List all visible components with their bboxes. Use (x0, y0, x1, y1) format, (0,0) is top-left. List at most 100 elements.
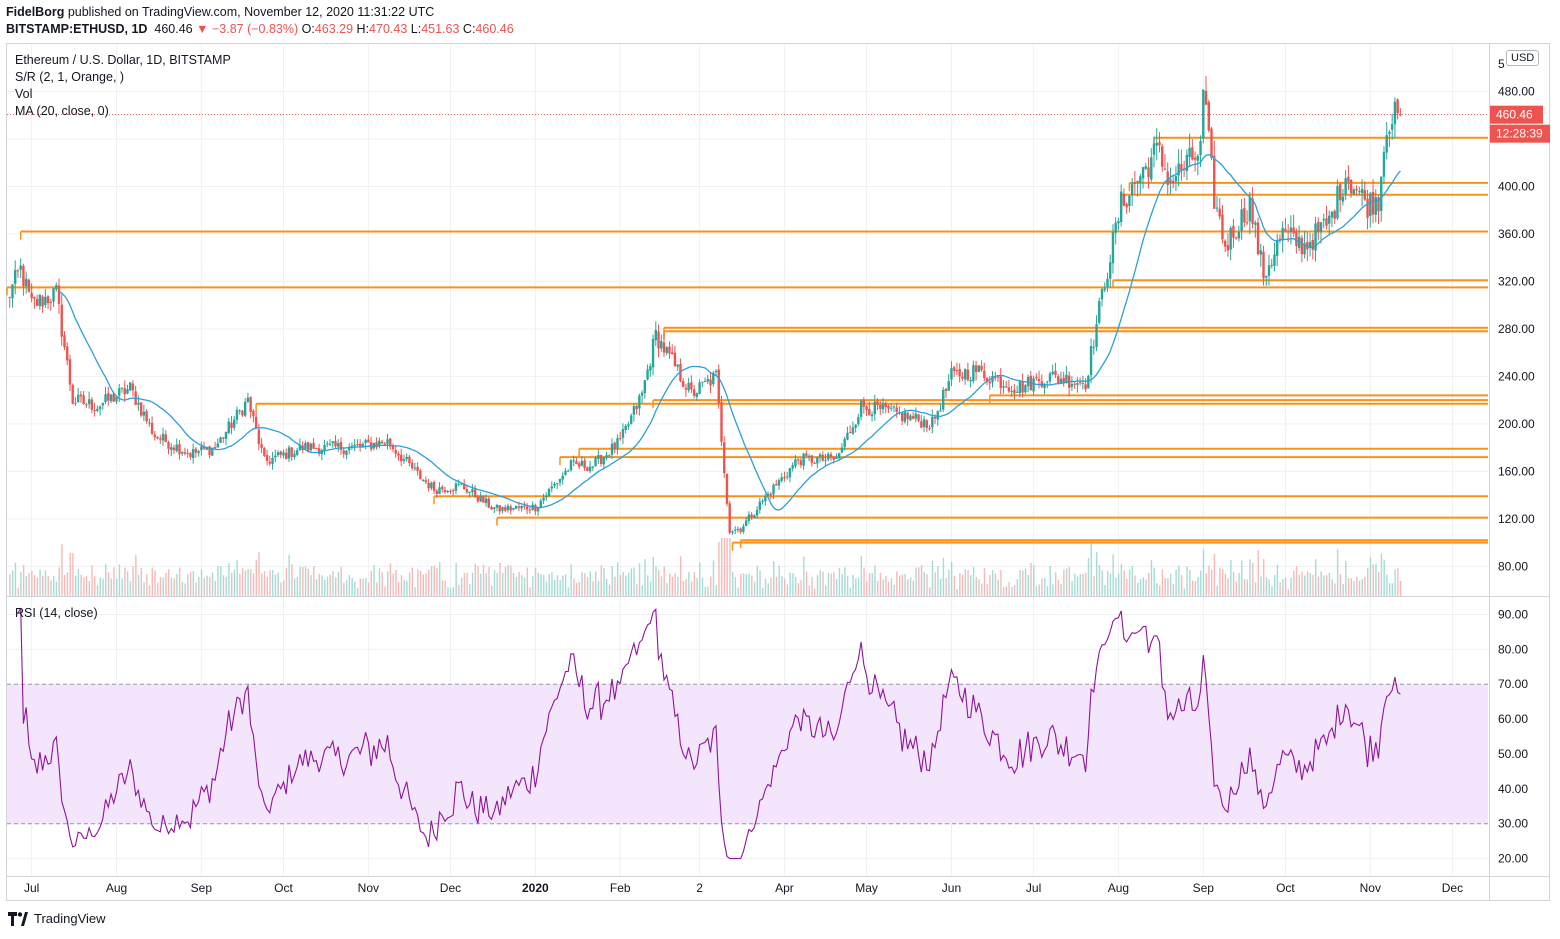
volume-bar (1345, 560, 1347, 596)
volume-bar (85, 576, 88, 596)
candle-body (1344, 178, 1347, 195)
candle-body (775, 484, 778, 486)
volume-bar (28, 573, 30, 596)
volume-bar (491, 585, 493, 596)
candle-body (1243, 208, 1246, 223)
time-tick-label: Aug (1108, 881, 1129, 895)
legend-vol[interactable]: Vol (15, 87, 33, 101)
volume-bar (907, 579, 909, 596)
candle-body (1267, 265, 1271, 276)
volume-bar (866, 581, 868, 596)
candle-body (90, 399, 94, 410)
candle-body (1380, 176, 1383, 211)
candle-body (241, 410, 244, 416)
candle-body (755, 510, 759, 516)
candle-body (181, 452, 184, 454)
candle-body (27, 279, 31, 292)
close-label: C: (462, 22, 476, 36)
candle-body (465, 489, 469, 493)
candle-body (1117, 221, 1120, 224)
volume-bar (715, 584, 717, 596)
legend-title[interactable]: Ethereum / U.S. Dollar, 1D, BITSTAMP (15, 53, 231, 67)
volume-bar (296, 576, 299, 596)
rsi-tick-label: 80.00 (1498, 642, 1528, 656)
volume-bar (614, 576, 616, 596)
volume-bar (986, 584, 988, 596)
candle-body (558, 478, 562, 483)
volume-bar (324, 579, 326, 596)
volume-bar (1183, 588, 1186, 596)
candle-body (484, 498, 488, 504)
volume-bar (439, 562, 441, 596)
volume-bar (797, 583, 800, 596)
candle-body (347, 447, 351, 451)
candle-body (435, 490, 438, 494)
candle-body (909, 415, 912, 421)
price-tick-label: 120.00 (1498, 512, 1535, 526)
volume-bar (918, 567, 920, 596)
volume-bar (165, 572, 167, 596)
volume-bar (33, 574, 36, 596)
volume-bar (559, 580, 561, 596)
candle-body (1226, 245, 1230, 251)
candle-body (627, 424, 630, 427)
candle-body (145, 411, 148, 422)
candle-body (914, 413, 918, 419)
volume-bar (129, 581, 132, 596)
candle-body (879, 404, 882, 409)
candle-body (498, 505, 501, 512)
candle-body (1191, 147, 1194, 160)
currency-button[interactable]: USD (1506, 50, 1540, 66)
candle-body (79, 394, 83, 397)
volume-bar (154, 570, 156, 596)
volume-bar (118, 564, 121, 596)
volume-bar (102, 578, 104, 596)
rsi-tick-label: 40.00 (1498, 782, 1528, 796)
candle-body (41, 296, 44, 307)
volume-bar (107, 571, 110, 596)
symbol-name[interactable]: BITSTAMP:ETHUSD, 1D (6, 22, 148, 36)
legend-sr[interactable]: S/R (2, 1, Orange, ) (15, 70, 125, 84)
volume-bar (534, 567, 537, 596)
volume-bar (737, 587, 739, 596)
candle-body (561, 475, 564, 480)
candle-body (1284, 228, 1287, 232)
volume-bar (835, 579, 838, 596)
volume-bar (83, 577, 85, 596)
legend-rsi[interactable]: RSI (14, close) (15, 606, 98, 620)
candle-body (1021, 381, 1024, 393)
volume-bar (959, 573, 961, 596)
volume-bar (934, 572, 936, 596)
volume-bar (1197, 576, 1199, 596)
volume-bar (633, 567, 635, 596)
candle-body (471, 489, 474, 493)
volume-bar (39, 569, 41, 596)
candle-body (1098, 301, 1101, 323)
candle-body (309, 443, 313, 451)
candle-body (479, 495, 482, 502)
candle-body (1295, 231, 1298, 246)
volume-bar (1298, 574, 1301, 596)
volume-bar (1057, 580, 1060, 596)
volume-bar (1104, 585, 1106, 596)
footer-brand[interactable]: TradingView (8, 911, 106, 926)
author-name[interactable]: FidelBorg (6, 5, 65, 19)
volume-bar (600, 565, 602, 596)
legend-ma[interactable]: MA (20, close, 0) (15, 104, 109, 118)
volume-bar (72, 553, 74, 596)
candle-body (443, 489, 447, 492)
candle-body (68, 359, 72, 385)
candle-body (1240, 209, 1243, 231)
volume-bar (1191, 580, 1194, 596)
candle-body (413, 467, 417, 469)
candle-body (397, 453, 400, 456)
candle-body (1218, 208, 1221, 217)
candle-body (345, 450, 348, 455)
candle-body (1254, 222, 1257, 225)
candle-body (358, 443, 362, 447)
volume-bar (282, 580, 285, 596)
candle-body (807, 455, 811, 457)
volume-bar (318, 573, 320, 596)
volume-bar (562, 575, 564, 596)
